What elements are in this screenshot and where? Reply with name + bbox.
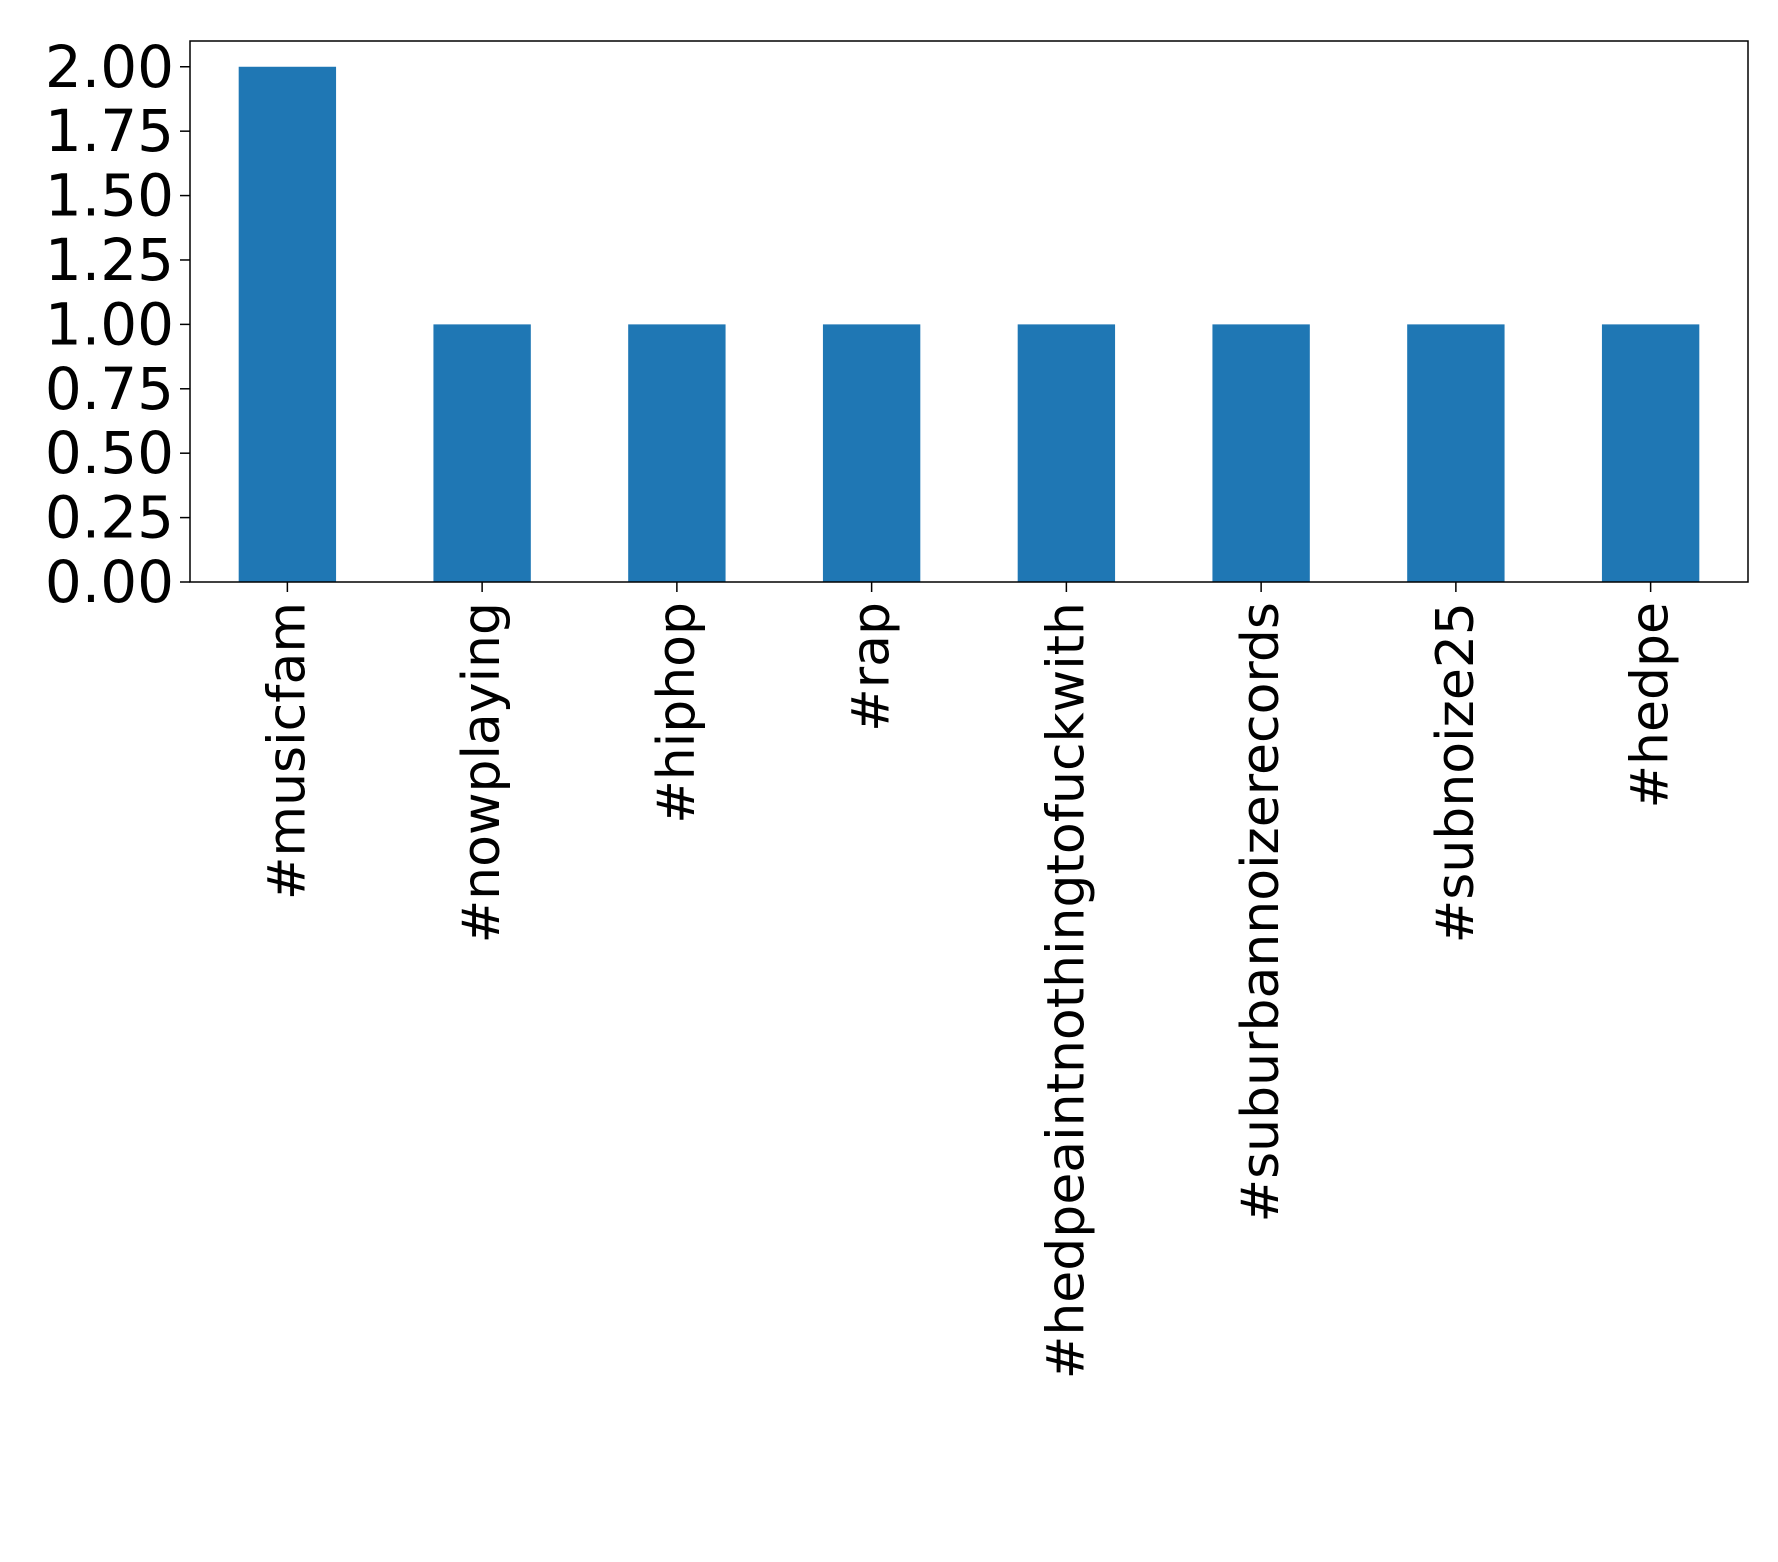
x-tick-label: #hedpeaintnothingtofuckwith <box>1036 602 1096 1379</box>
bar <box>628 324 726 582</box>
x-tick-label: #suburbannoizerecords <box>1231 602 1291 1223</box>
plot-frame <box>189 40 1749 583</box>
bar <box>1212 324 1310 582</box>
y-tick-label: 1.75 <box>45 97 174 165</box>
x-tick-label: #nowplaying <box>452 602 512 943</box>
bar <box>1407 324 1505 582</box>
x-axis: #musicfam #nowplaying #hiphop #rap #hedpeain… <box>257 582 1681 1379</box>
bar <box>822 324 921 582</box>
y-tick-label: 0.25 <box>45 484 174 552</box>
y-tick-label: 0.75 <box>45 355 174 423</box>
y-axis: 0.000.250.500.751.001.251.501.752.00 <box>45 33 190 616</box>
x-tick-label: #hedpe <box>1621 602 1681 809</box>
y-tick-label: 1.50 <box>45 162 174 230</box>
bar <box>238 66 337 582</box>
bar <box>1601 324 1700 582</box>
x-tick-label: #rap <box>842 602 902 732</box>
y-tick-label: 0.00 <box>45 548 174 616</box>
y-tick-label: 0.50 <box>45 419 174 487</box>
bar <box>433 324 531 582</box>
y-tick-label: 1.00 <box>45 290 174 358</box>
x-tick-label: #hiphop <box>647 602 707 824</box>
y-tick-label: 1.25 <box>45 226 174 294</box>
y-tick-label: 2.00 <box>45 33 174 101</box>
x-tick-label: #musicfam <box>257 602 317 900</box>
x-tick-label: #subnoize25 <box>1426 602 1486 943</box>
bars-group <box>238 66 1700 582</box>
bar <box>1017 324 1116 582</box>
